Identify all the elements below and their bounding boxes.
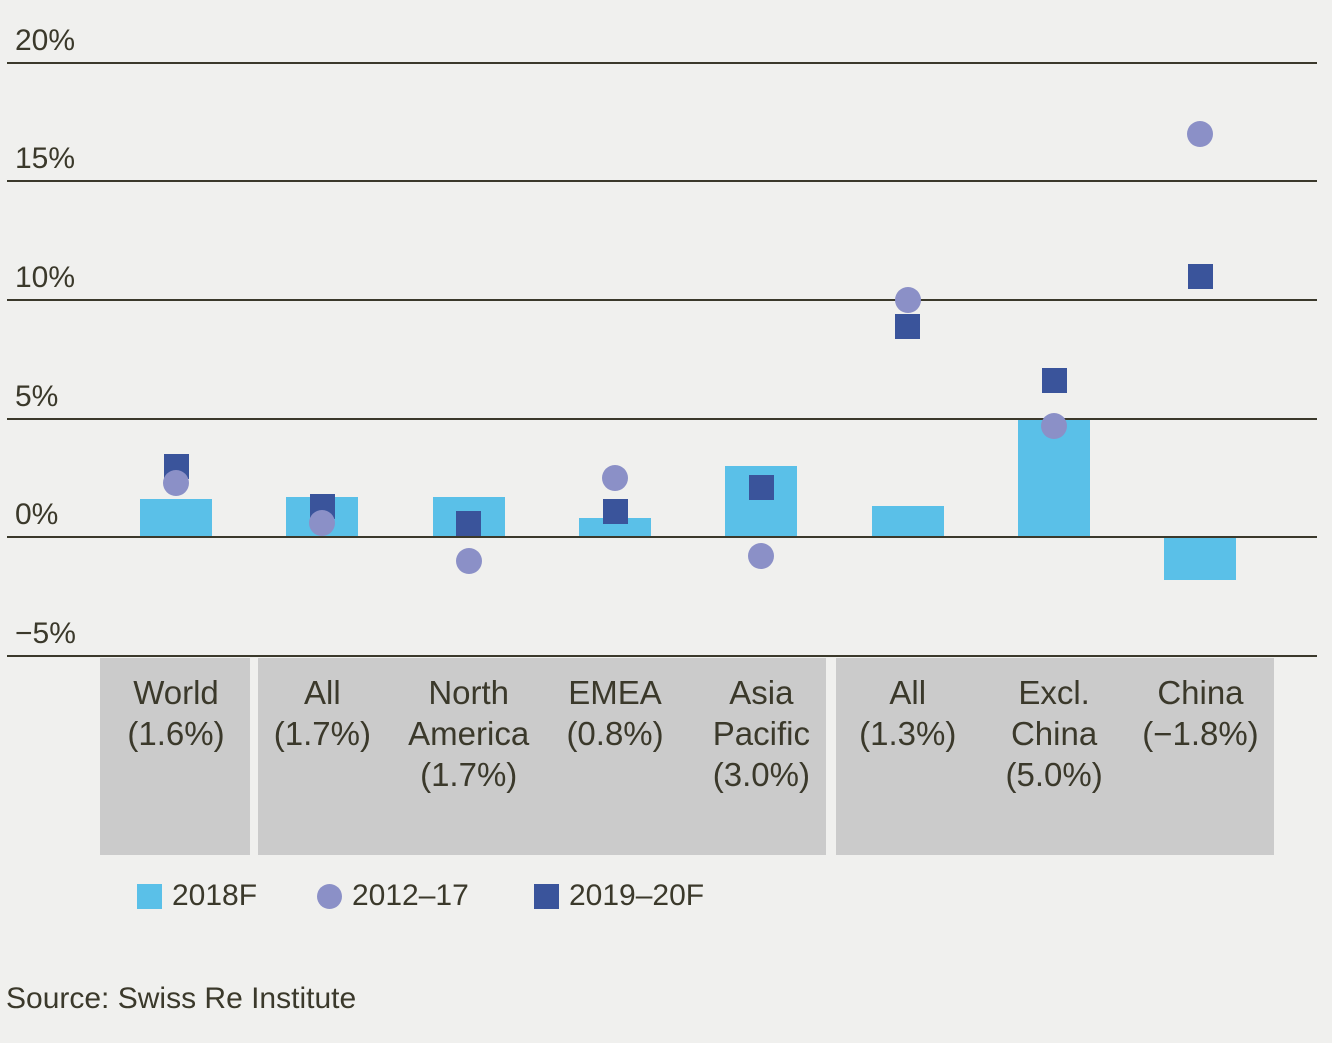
circle-marker-2012-17 <box>602 464 629 491</box>
category-label-line: EMEA <box>568 674 662 711</box>
category-label-line: (−1.8%) <box>1142 715 1259 752</box>
gridline--5 <box>7 655 1317 657</box>
category-label-line: (5.0%) <box>1005 756 1103 793</box>
y-tick-label: −5% <box>15 617 76 650</box>
category-label-line: All <box>304 674 341 711</box>
gridline-5 <box>7 417 1317 420</box>
group-box: Advanced markets <box>258 658 826 855</box>
legend-swatch-2019-20f <box>534 883 559 909</box>
category-label: All (1.3%) <box>828 672 988 754</box>
legend-label: 2019–20F <box>569 879 705 912</box>
legend-swatch-2012-17 <box>317 883 342 909</box>
category-label-line: (1.3%) <box>859 715 957 752</box>
category-label-line: (1.6%) <box>127 715 225 752</box>
category-label: China (−1.8%) <box>1120 672 1280 754</box>
square-marker-2019-20f <box>1041 368 1067 394</box>
circle-marker-2012-17 <box>455 548 482 575</box>
y-tick-label: 20% <box>15 23 76 57</box>
bar-2018f <box>579 518 652 538</box>
category-label-line: China <box>1157 674 1244 711</box>
category-label-line: World <box>133 674 219 711</box>
y-tick-label: 15% <box>15 142 76 176</box>
circle-marker-2012-17 <box>894 286 921 313</box>
gridline-20 <box>7 61 1317 64</box>
gridline-10 <box>7 298 1317 301</box>
category-label-line: All <box>889 674 927 711</box>
circle-marker-2012-17 <box>1187 120 1214 147</box>
square-marker-2019-20f <box>748 474 774 500</box>
category-label-line: Excl. <box>1018 674 1090 711</box>
legend-label: 2018F <box>172 879 258 912</box>
circle-marker-2012-17 <box>1041 412 1068 439</box>
bar-2018f <box>1164 537 1237 581</box>
square-marker-2019-20f <box>456 510 482 536</box>
category-label-line: (3.0%) <box>712 756 810 793</box>
gridline-0 <box>7 536 1317 539</box>
category-label-line: China <box>1010 715 1098 752</box>
category-label-line: Pacific <box>712 715 810 752</box>
square-marker-2019-20f <box>895 313 921 339</box>
circle-marker-2012-17 <box>748 543 775 570</box>
square-marker-2019-20f <box>602 498 628 524</box>
category-label: Asia Pacific (3.0%) <box>681 672 841 795</box>
category-label-line: (0.8%) <box>566 715 664 752</box>
bar-2018f <box>871 506 944 538</box>
category-label: EMEA (0.8%) <box>535 672 695 754</box>
category-label: North America (1.7%) <box>389 672 549 795</box>
legend-label: 2012–17 <box>352 879 469 912</box>
category-label: Excl. China (5.0%) <box>974 672 1134 795</box>
y-tick-label: 5% <box>15 379 59 413</box>
legend-swatch-2018f <box>137 883 162 909</box>
category-label-line: North <box>428 674 510 711</box>
circle-marker-2012-17 <box>163 469 189 496</box>
gridline-15 <box>7 180 1317 183</box>
group-box: Emerging markets <box>836 658 1274 855</box>
category-label-line: (1.7%) <box>420 756 518 793</box>
bar-2018f <box>140 499 212 538</box>
source-note: Source: Swiss Re Institute <box>6 982 357 1015</box>
group-box: World <box>100 658 250 855</box>
legend-item: 2012–17 <box>317 879 469 912</box>
square-marker-2019-20f <box>1187 263 1213 289</box>
y-tick-label: 10% <box>15 260 76 294</box>
legend-item: 2019–20F <box>534 879 705 912</box>
category-label: All (1.7%) <box>242 672 402 754</box>
category-label-line: Asia <box>729 674 794 711</box>
legend-item: 2018F <box>137 879 258 912</box>
y-tick-label: 0% <box>15 498 59 532</box>
category-label-line: (1.7%) <box>273 715 371 752</box>
category-label-line: America <box>408 715 530 752</box>
category-label: World (1.6%) <box>96 672 256 754</box>
circle-marker-2012-17 <box>309 510 336 537</box>
